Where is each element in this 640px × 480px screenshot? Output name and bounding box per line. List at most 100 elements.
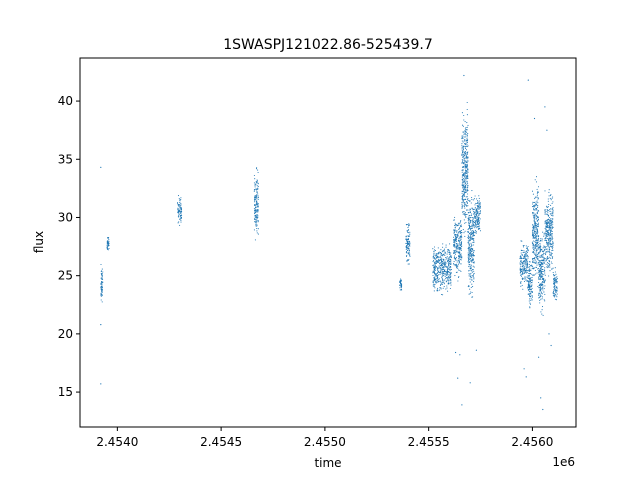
data-point	[463, 202, 465, 204]
data-point	[179, 199, 181, 201]
data-point	[547, 226, 549, 229]
data-point	[464, 146, 466, 148]
data-point	[539, 242, 541, 245]
data-point	[536, 203, 538, 205]
data-point	[467, 177, 469, 179]
data-point	[478, 206, 480, 208]
data-point	[541, 298, 543, 300]
data-point	[436, 276, 438, 278]
data-point	[466, 172, 468, 174]
data-point	[522, 251, 524, 254]
data-point	[529, 293, 531, 295]
data-point	[469, 234, 471, 236]
data-point	[177, 207, 179, 209]
data-point	[472, 296, 474, 298]
data-point	[180, 203, 182, 205]
data-point	[470, 249, 472, 251]
data-point	[479, 210, 482, 212]
data-point	[526, 247, 528, 250]
data-point	[434, 287, 436, 289]
data-point	[444, 253, 446, 255]
data-point	[442, 243, 444, 245]
data-point	[552, 267, 554, 269]
data-point	[469, 200, 471, 202]
data-point	[454, 249, 456, 251]
data-point	[536, 241, 538, 243]
data-point	[466, 158, 468, 160]
data-point	[539, 299, 541, 301]
data-point	[406, 240, 408, 242]
data-point	[551, 268, 553, 270]
data-point	[180, 212, 182, 214]
data-point	[467, 236, 469, 238]
data-point	[533, 246, 535, 248]
data-point	[536, 196, 538, 198]
data-point	[533, 205, 535, 207]
data-point	[536, 232, 538, 234]
data-point	[432, 281, 434, 283]
data-point	[399, 282, 401, 284]
data-point	[256, 191, 258, 193]
data-point	[458, 262, 460, 264]
data-point	[536, 257, 538, 259]
data-point	[466, 108, 468, 111]
data-point	[536, 233, 538, 235]
data-point	[435, 281, 437, 283]
data-point	[556, 288, 558, 290]
data-point	[528, 281, 530, 283]
data-point	[468, 258, 470, 261]
data-point	[434, 272, 436, 274]
data-point	[529, 298, 531, 300]
data-point	[552, 212, 554, 214]
data-point	[177, 204, 180, 206]
data-point	[533, 260, 535, 262]
data-point	[531, 206, 534, 208]
data-point	[540, 275, 542, 278]
data-point	[400, 287, 402, 289]
data-point	[550, 231, 552, 233]
data-point	[531, 286, 533, 288]
data-point	[107, 237, 109, 239]
data-point	[535, 251, 537, 253]
data-point	[255, 195, 257, 197]
data-point	[449, 276, 452, 278]
data-point	[464, 143, 466, 145]
data-point	[257, 205, 259, 207]
data-point	[101, 275, 103, 277]
data-point	[533, 212, 535, 214]
data-point	[556, 278, 558, 280]
data-point	[526, 253, 528, 255]
chart-title: 1SWASPJ121022.86-525439.7	[223, 37, 432, 53]
data-point	[434, 267, 436, 269]
data-point	[254, 178, 256, 180]
data-point	[551, 244, 553, 246]
data-point	[540, 287, 542, 289]
data-point	[524, 268, 526, 270]
x-tick-label: 2.4550	[304, 435, 346, 449]
data-point	[464, 173, 466, 175]
data-point	[453, 251, 455, 253]
data-point	[101, 287, 103, 289]
data-point	[409, 240, 411, 242]
data-point	[470, 202, 472, 204]
data-point	[255, 222, 257, 224]
data-point	[473, 266, 475, 268]
data-point	[554, 298, 556, 300]
data-point	[463, 193, 465, 195]
data-point	[180, 217, 182, 220]
data-point	[541, 283, 543, 285]
data-point	[463, 187, 465, 189]
data-point	[467, 252, 469, 254]
data-point	[475, 210, 477, 212]
data-point	[526, 280, 528, 283]
data-point	[467, 205, 469, 207]
data-point	[471, 245, 473, 247]
data-point	[465, 149, 468, 151]
data-point	[549, 225, 551, 227]
data-point	[541, 276, 543, 278]
data-point	[450, 278, 452, 280]
data-point	[256, 179, 258, 181]
data-point	[532, 260, 534, 262]
x-tick-label: 2.4555	[408, 435, 450, 449]
